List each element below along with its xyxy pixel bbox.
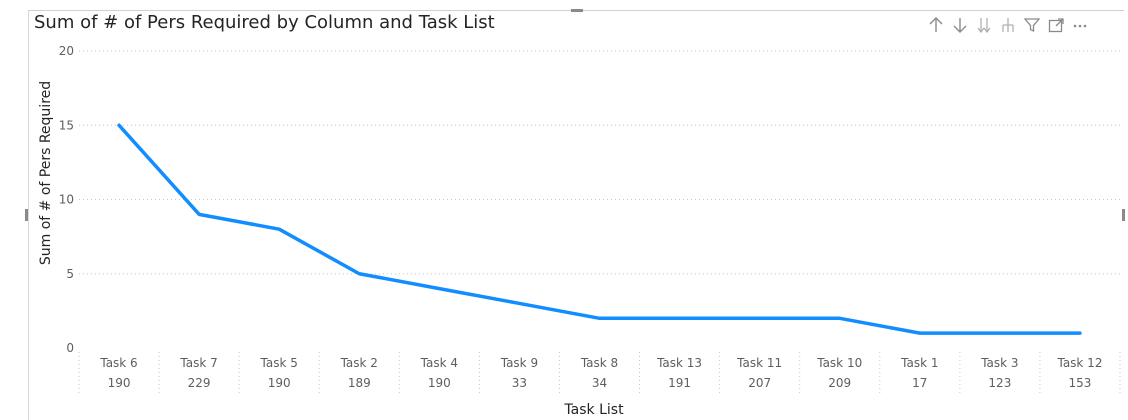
- x-tick-label: Task 11: [736, 356, 782, 370]
- x-tick-label: Task 6: [99, 356, 137, 370]
- x-tick-label: Task 7: [179, 356, 217, 370]
- x-tick-sublabel: 190: [108, 376, 131, 390]
- expand-hierarchy-icon[interactable]: [996, 14, 1020, 36]
- resize-handle-left[interactable]: [25, 209, 28, 221]
- chart-title: Sum of # of Pers Required by Column and …: [34, 12, 495, 33]
- more-options-icon[interactable]: [1068, 14, 1092, 36]
- x-tick-label: Task 1: [900, 356, 938, 370]
- x-axis-title: Task List: [563, 402, 624, 418]
- x-tick-label: Task 5: [260, 356, 298, 370]
- x-tick-sublabel: 207: [748, 376, 771, 390]
- filter-icon[interactable]: [1020, 14, 1044, 36]
- x-tick-label: Task 9: [500, 356, 538, 370]
- x-tick-sublabel: 153: [1069, 376, 1092, 390]
- y-tick-label: 0: [66, 341, 74, 355]
- double-arrow-down-icon[interactable]: [972, 14, 996, 36]
- y-axis-title: Sum of # of Pers Required: [38, 81, 54, 265]
- x-tick-label: Task 12: [1056, 356, 1102, 370]
- y-tick-label: 15: [59, 118, 74, 132]
- resize-handle-right[interactable]: [1122, 209, 1125, 221]
- visual-header-toolbar: [924, 14, 1092, 36]
- y-tick-label: 20: [59, 44, 74, 58]
- x-tick-sublabel: 189: [348, 376, 371, 390]
- series-line: [117, 123, 1082, 335]
- x-tick-sublabel: 191: [668, 376, 691, 390]
- x-tick-sublabel: 190: [268, 376, 291, 390]
- x-tick-label: Task 2: [340, 356, 378, 370]
- y-tick-label: 5: [66, 267, 74, 281]
- resize-handle-top[interactable]: [571, 9, 583, 12]
- x-tick-sublabel: 229: [188, 376, 211, 390]
- x-tick-sublabel: 33: [512, 376, 527, 390]
- focus-mode-icon[interactable]: [1044, 14, 1068, 36]
- x-tick-sublabel: 123: [988, 376, 1011, 390]
- x-tick-label: Task 13: [656, 356, 702, 370]
- arrow-down-icon[interactable]: [948, 14, 972, 36]
- x-tick-label: Task 8: [580, 356, 618, 370]
- x-tick-sublabel: 190: [428, 376, 451, 390]
- x-tick-label: Task 4: [420, 356, 458, 370]
- x-tick-sublabel: 17: [912, 376, 927, 390]
- x-tick-label: Task 10: [816, 356, 862, 370]
- x-tick-sublabel: 34: [592, 376, 607, 390]
- y-tick-label: 10: [59, 193, 74, 207]
- x-tick-sublabel: 209: [828, 376, 851, 390]
- arrow-up-icon[interactable]: [924, 14, 948, 36]
- x-tick-label: Task 3: [980, 356, 1018, 370]
